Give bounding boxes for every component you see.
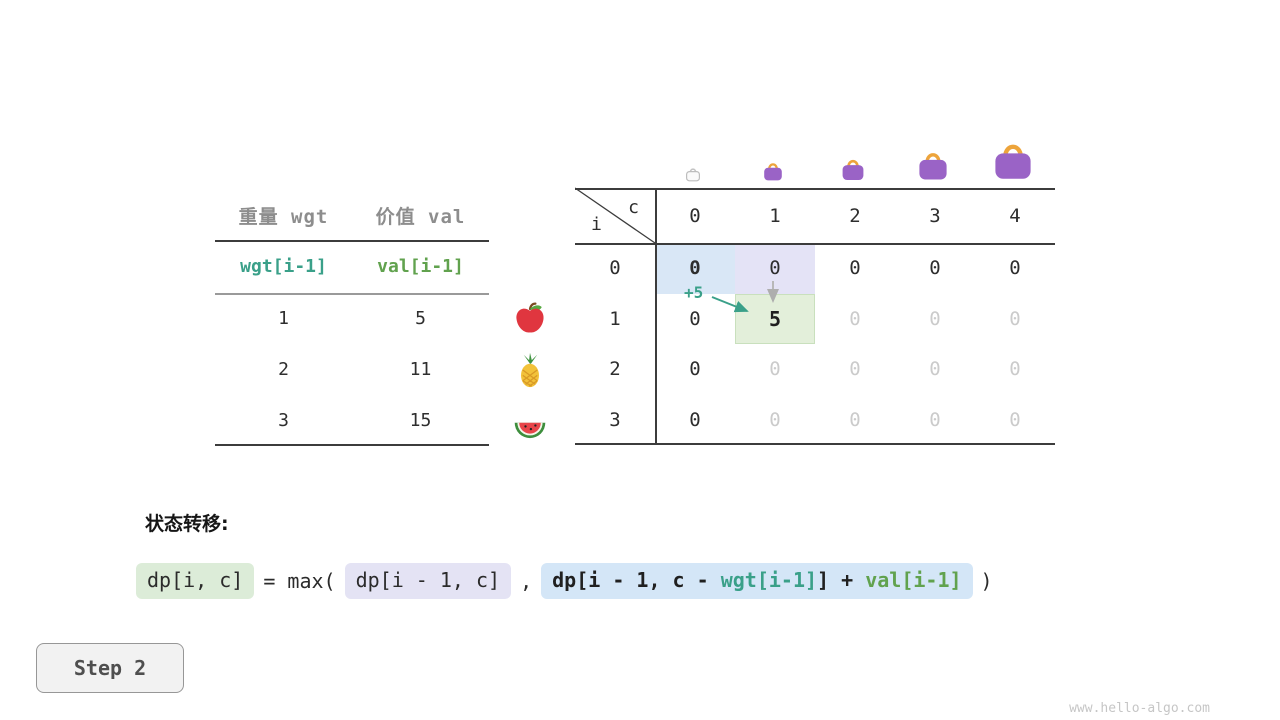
state-transition-formula: dp[i, c] = max( dp[i - 1, c] , dp[i - 1,… xyxy=(136,560,993,602)
dp-cell: 0 xyxy=(849,257,861,280)
formula-dp-take-item: dp[i - 1, c - wgt[i-1]] + val[i-1] xyxy=(541,563,973,599)
dp-cell: 0 xyxy=(769,408,781,431)
formula-take-prefix: dp[i - 1, c - xyxy=(552,568,721,592)
dp-cell-source-left: 0 xyxy=(655,243,735,294)
dp-cell: 0 xyxy=(849,358,861,381)
item-weight: 1 xyxy=(278,308,289,329)
formula-close-paren: ) xyxy=(980,569,993,593)
item-weight: 2 xyxy=(278,359,289,380)
divider xyxy=(575,188,1055,190)
apple-icon xyxy=(512,300,548,336)
dp-corner-cell: c i xyxy=(575,188,655,243)
divider xyxy=(575,243,1055,245)
item-value: 15 xyxy=(409,410,432,431)
watermelon-icon xyxy=(512,403,548,439)
formula-equals-max: = max( xyxy=(263,569,336,593)
items-row: 2 11 xyxy=(215,344,489,395)
dp-row-header: 0 xyxy=(609,257,621,280)
dp-row: 1 0 5 0 0 0 xyxy=(575,293,1055,344)
formula-val-term: val[i-1] xyxy=(865,568,962,592)
dp-cell: 0 xyxy=(1009,307,1021,330)
divider xyxy=(215,293,489,295)
formula-take-mid: ] + xyxy=(817,568,866,592)
formula-dp-current: dp[i, c] xyxy=(136,563,255,599)
dp-cell: 0 xyxy=(689,358,701,381)
bag-icon-capacity-1 xyxy=(762,160,784,186)
bag-icon-capacity-0 xyxy=(685,166,701,186)
dp-cell: 0 xyxy=(929,408,941,431)
dp-col-header: 3 xyxy=(929,204,941,227)
bag-icon-capacity-2 xyxy=(840,156,866,186)
dp-cell: 0 xyxy=(849,307,861,330)
item-value: 11 xyxy=(409,359,432,380)
formula-comma: , xyxy=(520,569,533,593)
dp-col-header: 1 xyxy=(769,204,781,227)
section-label: 状态转移: xyxy=(145,513,229,535)
item-value: 5 xyxy=(415,308,426,329)
dp-cell: 0 xyxy=(1009,358,1021,381)
dp-row: 2 0 0 0 0 0 xyxy=(575,344,1055,395)
formula-wgt-term: wgt[i-1] xyxy=(720,568,818,592)
items-header-weight: 重量 wgt xyxy=(238,205,329,228)
dp-cell-source-above: 0 xyxy=(735,243,815,294)
dp-cell: 0 xyxy=(1009,257,1021,280)
dp-row-header: 1 xyxy=(609,307,621,330)
items-header-value: 价值 val xyxy=(375,205,466,228)
step-badge: Step 2 xyxy=(36,643,184,693)
dp-col-header: 2 xyxy=(849,204,861,227)
dp-row-header: 3 xyxy=(609,408,621,431)
divider xyxy=(215,240,489,242)
watermark: www.hello-algo.com xyxy=(1069,701,1210,716)
formula-dp-skip-item: dp[i - 1, c] xyxy=(344,563,512,599)
item-weight: 3 xyxy=(278,410,289,431)
divider xyxy=(655,188,657,445)
bag-icon-capacity-4 xyxy=(991,138,1035,186)
dp-cell: 0 xyxy=(689,408,701,431)
items-row: 3 15 xyxy=(215,395,489,446)
dp-cell: 0 xyxy=(929,307,941,330)
pineapple-icon xyxy=(512,352,548,388)
items-row: 1 5 xyxy=(215,293,489,344)
dp-cell-current: 5 xyxy=(735,293,815,344)
dp-col-header: 4 xyxy=(1009,204,1021,227)
dp-col-header: 0 xyxy=(689,204,701,227)
divider xyxy=(215,444,489,446)
dp-row: 0 0 0 0 0 0 xyxy=(575,243,1055,294)
bag-icon-capacity-3 xyxy=(916,148,950,186)
dp-cell: 0 xyxy=(769,358,781,381)
dp-corner-row-label: i xyxy=(591,214,602,235)
items-subheader-val: val[i-1] xyxy=(377,256,464,277)
items-table: 重量 wgt 价值 val wgt[i-1] val[i-1] 1 5 2 11… xyxy=(215,190,489,446)
items-subheader-wgt: wgt[i-1] xyxy=(240,256,327,277)
dp-cell: 0 xyxy=(929,257,941,280)
dp-cell: 0 xyxy=(929,358,941,381)
dp-cell: 0 xyxy=(849,408,861,431)
dp-row: 3 0 0 0 0 0 xyxy=(575,395,1055,446)
dp-cell: 0 xyxy=(1009,408,1021,431)
dp-corner-col-label: c xyxy=(628,197,639,218)
dp-table: c i 0 1 2 3 4 0 0 0 0 0 0 1 0 5 0 0 0 2 … xyxy=(575,188,1055,445)
plus-value-annotation: +5 xyxy=(684,283,704,302)
dp-cell: 0 xyxy=(689,307,701,330)
divider xyxy=(575,443,1055,445)
dp-row-header: 2 xyxy=(609,358,621,381)
